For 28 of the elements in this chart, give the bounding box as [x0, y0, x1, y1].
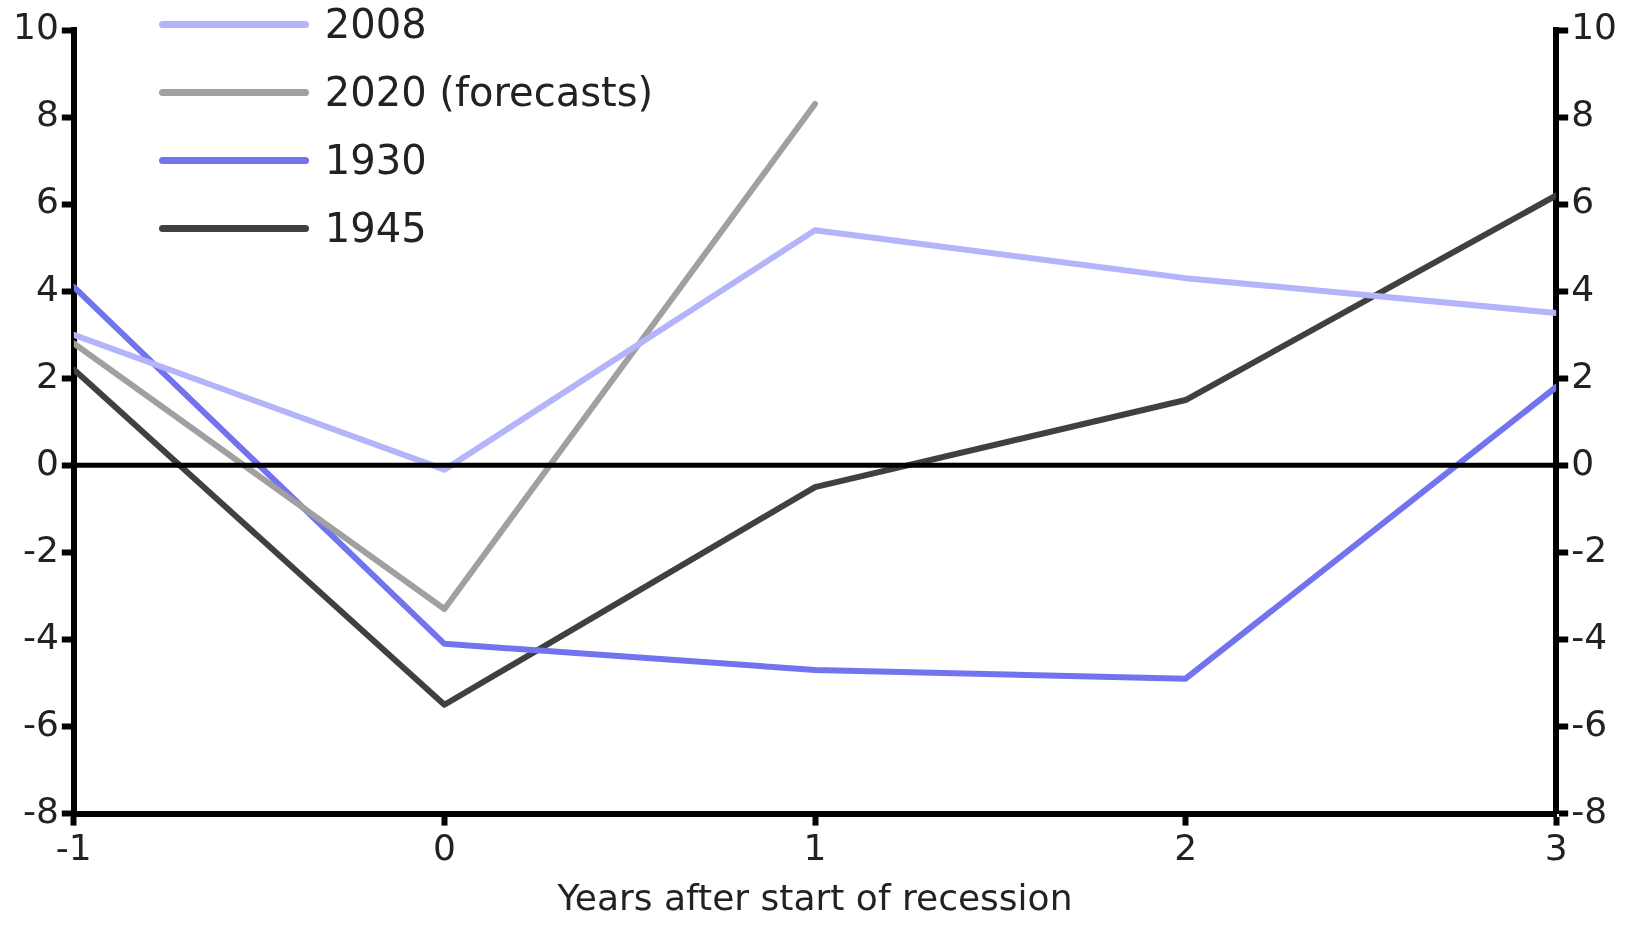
y2-tick-label: 8	[1571, 93, 1595, 135]
x-axis-title: Years after start of recession	[556, 876, 1073, 918]
y2-tick-label: 10	[1571, 6, 1617, 48]
x-tick-label: 2	[1174, 826, 1198, 868]
legend-label: 1930	[324, 137, 427, 183]
legend-label: 2020 (forecasts)	[324, 69, 654, 115]
y-tick-label: -2	[22, 528, 59, 570]
legend-label: 1945	[324, 205, 427, 251]
y-tick-label: 2	[35, 354, 59, 396]
x-tick-label: 0	[432, 826, 456, 868]
y2-tick-label: -8	[1571, 789, 1608, 831]
y2-tick-label: 0	[1571, 441, 1595, 483]
legend-label: 2008	[324, 1, 427, 47]
y-tick-label: 8	[35, 93, 59, 135]
y2-tick-label: -2	[1571, 528, 1608, 570]
y-tick-label: -4	[22, 615, 59, 657]
y2-tick-label: 6	[1571, 180, 1595, 222]
x-tick-label: 3	[1544, 826, 1568, 868]
y-tick-label: 4	[35, 267, 59, 309]
y2-tick-label: -4	[1571, 615, 1608, 657]
y2-tick-label: 2	[1571, 354, 1595, 396]
y2-tick-label: -6	[1571, 702, 1608, 744]
x-tick-label: 1	[803, 826, 827, 868]
y2-tick-label: 4	[1571, 267, 1595, 309]
y-tick-label: 10	[13, 6, 59, 48]
y-tick-label: 0	[35, 441, 59, 483]
y-tick-label: -6	[22, 702, 59, 744]
y-tick-label: 6	[35, 180, 59, 222]
